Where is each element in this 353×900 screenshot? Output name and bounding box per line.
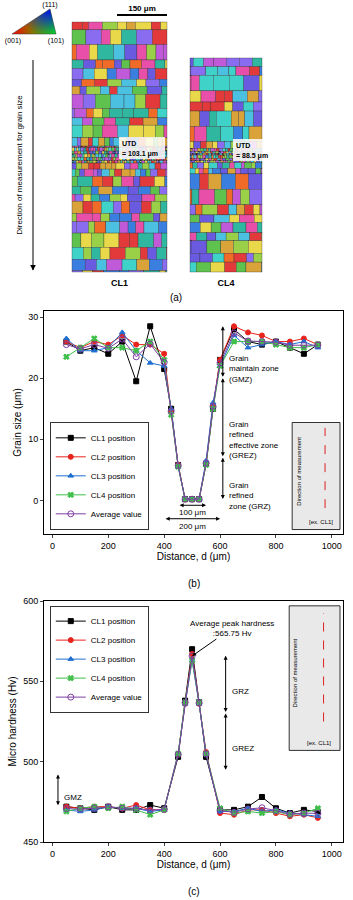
svg-text:Average peak hardness:565.75 H: Average peak hardness:565.75 Hv: [190, 619, 274, 638]
svg-text:Average value: Average value: [91, 510, 143, 519]
svg-text:Distance, d (μm): Distance, d (μm): [157, 551, 231, 562]
svg-text:Grain size (μm): Grain size (μm): [12, 388, 23, 457]
svg-text:(111): (111): [42, 1, 57, 9]
svg-text:[ex. CL1]: [ex. CL1]: [309, 519, 333, 525]
svg-text:0: 0: [50, 849, 55, 859]
svg-text:800: 800: [268, 541, 283, 551]
svg-text:200 μm: 200 μm: [179, 522, 206, 531]
svg-text:450: 450: [23, 837, 38, 847]
svg-text:= 88.5 μm: = 88.5 μm: [236, 152, 268, 160]
svg-text:CL3 position: CL3 position: [91, 655, 135, 664]
svg-text:200: 200: [101, 849, 116, 859]
svg-text:Direction of measurement for g: Direction of measurement for grain size: [15, 95, 24, 235]
svg-text:CL4 position: CL4 position: [91, 674, 135, 683]
svg-text:Grainmaintain zone(GMZ): Grainmaintain zone(GMZ): [229, 354, 279, 384]
svg-text:CL4 position: CL4 position: [91, 491, 135, 500]
svg-text:Distance, d (μm): Distance, d (μm): [157, 859, 231, 870]
svg-text:Grainrefinedzone (GRZ): Grainrefinedzone (GRZ): [229, 481, 271, 511]
svg-text:20: 20: [28, 373, 38, 383]
svg-text:1000: 1000: [322, 541, 342, 551]
svg-text:Direction of measurement: Direction of measurement: [296, 437, 302, 506]
svg-text:1000: 1000: [322, 849, 342, 859]
svg-text:GREZ: GREZ: [232, 744, 254, 753]
svg-text:CL1 position: CL1 position: [91, 434, 135, 443]
svg-text:(b): (b): [188, 578, 200, 589]
svg-text:(101): (101): [48, 37, 64, 45]
svg-text:600: 600: [23, 596, 38, 606]
svg-text:400: 400: [157, 849, 172, 859]
svg-text:CL4: CL4: [217, 278, 234, 288]
svg-text:0: 0: [50, 541, 55, 551]
svg-text:(a): (a): [170, 292, 182, 303]
svg-text:(001): (001): [5, 37, 21, 45]
svg-text:CL3 position: CL3 position: [91, 472, 135, 481]
svg-text:800: 800: [268, 849, 283, 859]
svg-text:GMZ: GMZ: [64, 793, 82, 802]
svg-text:400: 400: [157, 541, 172, 551]
svg-text:(c): (c): [188, 886, 200, 897]
svg-text:UTD: UTD: [122, 140, 136, 147]
svg-text:500: 500: [23, 757, 38, 767]
svg-text:Average value: Average value: [91, 693, 143, 702]
svg-text:100 μm: 100 μm: [179, 508, 206, 517]
svg-text:CL2 position: CL2 position: [91, 453, 135, 462]
svg-text:150 μm: 150 μm: [128, 4, 156, 13]
svg-text:UTD: UTD: [236, 142, 250, 149]
svg-text:Direction of measurement: Direction of measurement: [292, 638, 298, 707]
svg-text:600: 600: [213, 541, 228, 551]
svg-text:600: 600: [213, 849, 228, 859]
svg-text:30: 30: [28, 312, 38, 322]
svg-text:GRZ: GRZ: [232, 687, 249, 696]
svg-text:550: 550: [23, 676, 38, 686]
svg-text:= 103.1 μm: = 103.1 μm: [122, 150, 158, 158]
svg-text:200: 200: [101, 541, 116, 551]
svg-text:10: 10: [28, 434, 38, 444]
svg-text:Micro hardness (Hv): Micro hardness (Hv): [7, 676, 18, 766]
svg-text:Grainrefinedeffective zone(GRE: Grainrefinedeffective zone(GREZ): [229, 420, 279, 460]
svg-text:CL1: CL1: [111, 278, 128, 288]
svg-text:CL1 position: CL1 position: [91, 617, 135, 626]
svg-text:[ex. CL1]: [ex. CL1]: [307, 740, 331, 746]
svg-text:CL2 position: CL2 position: [91, 636, 135, 645]
svg-text:0: 0: [33, 496, 38, 506]
